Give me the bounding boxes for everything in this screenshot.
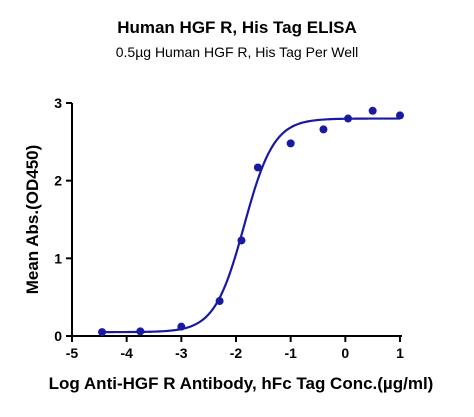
chart-title: Human HGF R, His Tag ELISA [117,18,357,37]
plot-area: -5 -4 -3 -2 -1 0 1 0 1 2 3 [54,95,404,361]
x-tick-label: -1 [284,345,297,361]
data-point [368,106,377,115]
x-axis-label: Log Anti-HGF R Antibody, hFc Tag Conc.(µ… [49,374,434,393]
x-tick-label: -5 [66,345,79,361]
y-tick-label: 0 [54,328,62,344]
data-point [237,236,246,245]
y-tick-label: 3 [54,95,62,111]
data-point [136,327,145,336]
data-point [396,111,404,120]
data-point [253,163,262,172]
data-point [98,328,107,337]
ticks: -5 -4 -3 -2 -1 0 1 0 1 2 3 [54,95,404,361]
data-point [177,322,186,331]
x-tick-label: 1 [396,345,404,361]
data-point [319,125,328,134]
x-tick-label: -2 [230,345,243,361]
x-tick-label: -4 [120,345,133,361]
y-tick-label: 1 [54,250,62,266]
data-point [344,114,353,123]
data-points [98,106,404,337]
x-tick-label: -3 [175,345,188,361]
chart-subtitle: 0.5µg Human HGF R, His Tag Per Well [116,44,359,60]
x-tick-label: 0 [341,345,349,361]
data-point [215,297,224,306]
y-tick-label: 2 [54,173,62,189]
y-axis-label: Mean Abs.(OD450) [23,145,42,295]
fit-curve [102,117,400,334]
data-point [286,139,295,148]
